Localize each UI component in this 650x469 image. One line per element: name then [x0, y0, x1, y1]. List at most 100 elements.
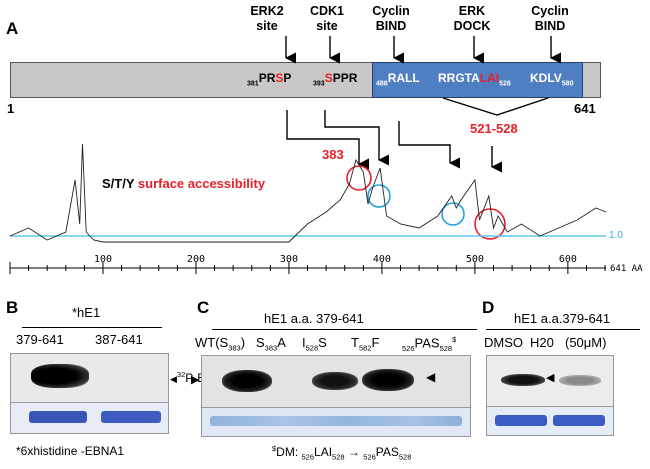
- seq-sppr-num: 393: [313, 80, 325, 88]
- seq-prsp-s: S: [275, 71, 284, 85]
- cdk1-site-label: CDK1 site: [305, 4, 349, 34]
- cyclin-bind-2-line1: Cyclin: [531, 4, 569, 18]
- panel-c-lane-s383a: S383A: [256, 335, 286, 353]
- panel-d-header-rule: [486, 329, 640, 330]
- seq-kdlv: KDLV580: [530, 71, 573, 87]
- panel-b-cb-band-1: [29, 411, 87, 423]
- circle-lai-red: [474, 208, 506, 240]
- panel-b-header: *hE1: [72, 305, 101, 320]
- cdk1-site-line1: CDK1: [309, 4, 345, 18]
- panel-c-letter: C: [197, 298, 210, 317]
- panel-c-footnote-arrow: →: [347, 445, 360, 459]
- cdk1-site-line2: site: [316, 19, 338, 33]
- panel-b-band-label-isotope: 32: [176, 370, 186, 379]
- cyclin-bind-2-label: Cyclin BIND: [526, 4, 574, 34]
- erk2-site-line2: site: [256, 19, 278, 33]
- erk-dock-line1: ERK: [458, 4, 486, 18]
- panel-c-lane-pas-sup: $: [452, 335, 457, 344]
- panel-c-lane-t582f: T582F: [351, 335, 379, 353]
- panel-c-lane-s383a-num: 383: [264, 343, 278, 353]
- panel-c-footnote-n1: 526: [301, 452, 315, 462]
- circle-rall-blue: [441, 202, 465, 226]
- panel-c-lane-wt-a: WT(S: [195, 335, 229, 350]
- panel-b-cb-band-2: [101, 411, 161, 423]
- panel-c-lane-pas-a: PAS: [414, 335, 440, 351]
- connector-393: [324, 110, 390, 166]
- panel-b-coomassie: [10, 402, 169, 434]
- panel-c-lane-t582f-b: F: [371, 335, 380, 350]
- cyclin-bind-2-line2: BIND: [534, 19, 566, 33]
- panel-b-band-1: [31, 364, 89, 388]
- seq-sppr-rest: PPR: [332, 71, 358, 85]
- panel-c-lane-wt: WT(S383): [195, 335, 245, 353]
- seq-lai-num: 528: [499, 80, 511, 88]
- panel-c-footnote-n3: 526: [363, 452, 376, 462]
- x-axis-tick-label: 500: [466, 254, 484, 265]
- seq-rrgta: RRGTA: [438, 71, 480, 85]
- cyclin-bind-1-line2: BIND: [375, 19, 407, 33]
- panel-c-lane-s383a-b: A: [277, 335, 286, 350]
- panel-d-coomassie: [486, 406, 614, 436]
- seq-prsp-b: P: [283, 71, 292, 85]
- panel-b-header-rule: [22, 327, 162, 328]
- seq-rall: 488RALL: [376, 71, 420, 87]
- panel-c-band-i528s: [312, 372, 358, 390]
- panel-b-letter: B: [6, 298, 19, 317]
- panel-d-cb-band-2: [553, 415, 605, 426]
- x-axis-tick-label: 300: [280, 254, 298, 265]
- seq-rrgtalai: RRGTALAI528: [438, 71, 511, 87]
- seq-kdlv-text: KDLV: [530, 71, 562, 85]
- panel-c-footnote-b: LAI: [314, 445, 333, 459]
- seq-rall-text: RALL: [387, 71, 420, 85]
- panel-c-lane-s383a-a: S: [256, 335, 265, 350]
- seq-prsp: 381PRSP: [247, 71, 291, 87]
- seq-sppr: 393SPPR: [313, 71, 357, 87]
- circle-393-blue: [367, 184, 391, 208]
- cyclin-bind-1-label: Cyclin BIND: [367, 4, 415, 34]
- panel-c-header: hE1 a.a. 379-641: [264, 311, 364, 326]
- seq-lai: LAI: [479, 71, 500, 85]
- seq-prsp-a: PR: [258, 71, 276, 85]
- panel-c-lane-i528s-num: 528: [305, 343, 319, 353]
- panel-d-cb-band-1: [495, 415, 547, 426]
- panel-c-footnote-sup: $: [272, 444, 277, 453]
- panel-c-footnote-a: DM:: [276, 445, 302, 459]
- panel-c-lane-t582f-num: 582: [358, 343, 372, 353]
- accessibility-title: S/T/Y surface accessibility: [102, 176, 265, 191]
- panel-c-left-arrow: ▶: [191, 374, 200, 386]
- panel-c-lane-pas-num2: 528: [439, 343, 453, 353]
- pos-383-label: 383: [322, 147, 344, 162]
- panel-c-coomassie: [201, 407, 471, 437]
- connector-383: [286, 110, 370, 170]
- erk-dock-label: ERK DOCK: [448, 4, 496, 34]
- x-axis-tick-label: 600: [559, 254, 577, 265]
- panel-d-header: hE1 a.a.379-641: [514, 311, 611, 326]
- panel-c-lane-i528s: I528S: [302, 335, 327, 353]
- panel-c-band-wt: [222, 370, 272, 392]
- seq-prsp-num: 381: [247, 80, 259, 88]
- panel-d-band-h20: [559, 375, 601, 386]
- panel-d-band-arrow: ◀: [546, 372, 555, 384]
- panel-c-band-arrow: ◀: [426, 370, 436, 384]
- panel-c-footnote-n4: 528: [398, 452, 412, 462]
- panel-c-header-rule: [212, 329, 477, 330]
- panel-d-lane-1: DMSO: [484, 335, 523, 350]
- panel-d-band-dmso: [501, 374, 545, 386]
- panel-c-footnote-c: PAS: [375, 445, 399, 459]
- panel-c-band-t582f: [362, 369, 414, 391]
- accessibility-trace: [9, 143, 607, 243]
- panel-c-lane-i528s-a: I: [302, 335, 306, 350]
- seq-kdlv-num: 580: [561, 80, 574, 88]
- panel-b-footnote: *6xhistidine -EBNA1: [16, 444, 125, 458]
- erk-dock-line2: DOCK: [453, 19, 491, 33]
- cyclin-bind-1-line1: Cyclin: [372, 4, 410, 18]
- panel-d-autorad: [486, 355, 614, 407]
- panel-c-lane-t582f-a: T: [351, 335, 359, 350]
- accessibility-title-text: surface accessibility: [137, 176, 266, 191]
- panel-b-lane-1: 379-641: [16, 332, 64, 347]
- x-axis-tick-label: 200: [187, 254, 205, 265]
- range-521-528-label: 521-528: [470, 121, 518, 136]
- seq-rall-num: 488: [376, 80, 388, 88]
- erk2-site-label: ERK2 site: [245, 4, 289, 34]
